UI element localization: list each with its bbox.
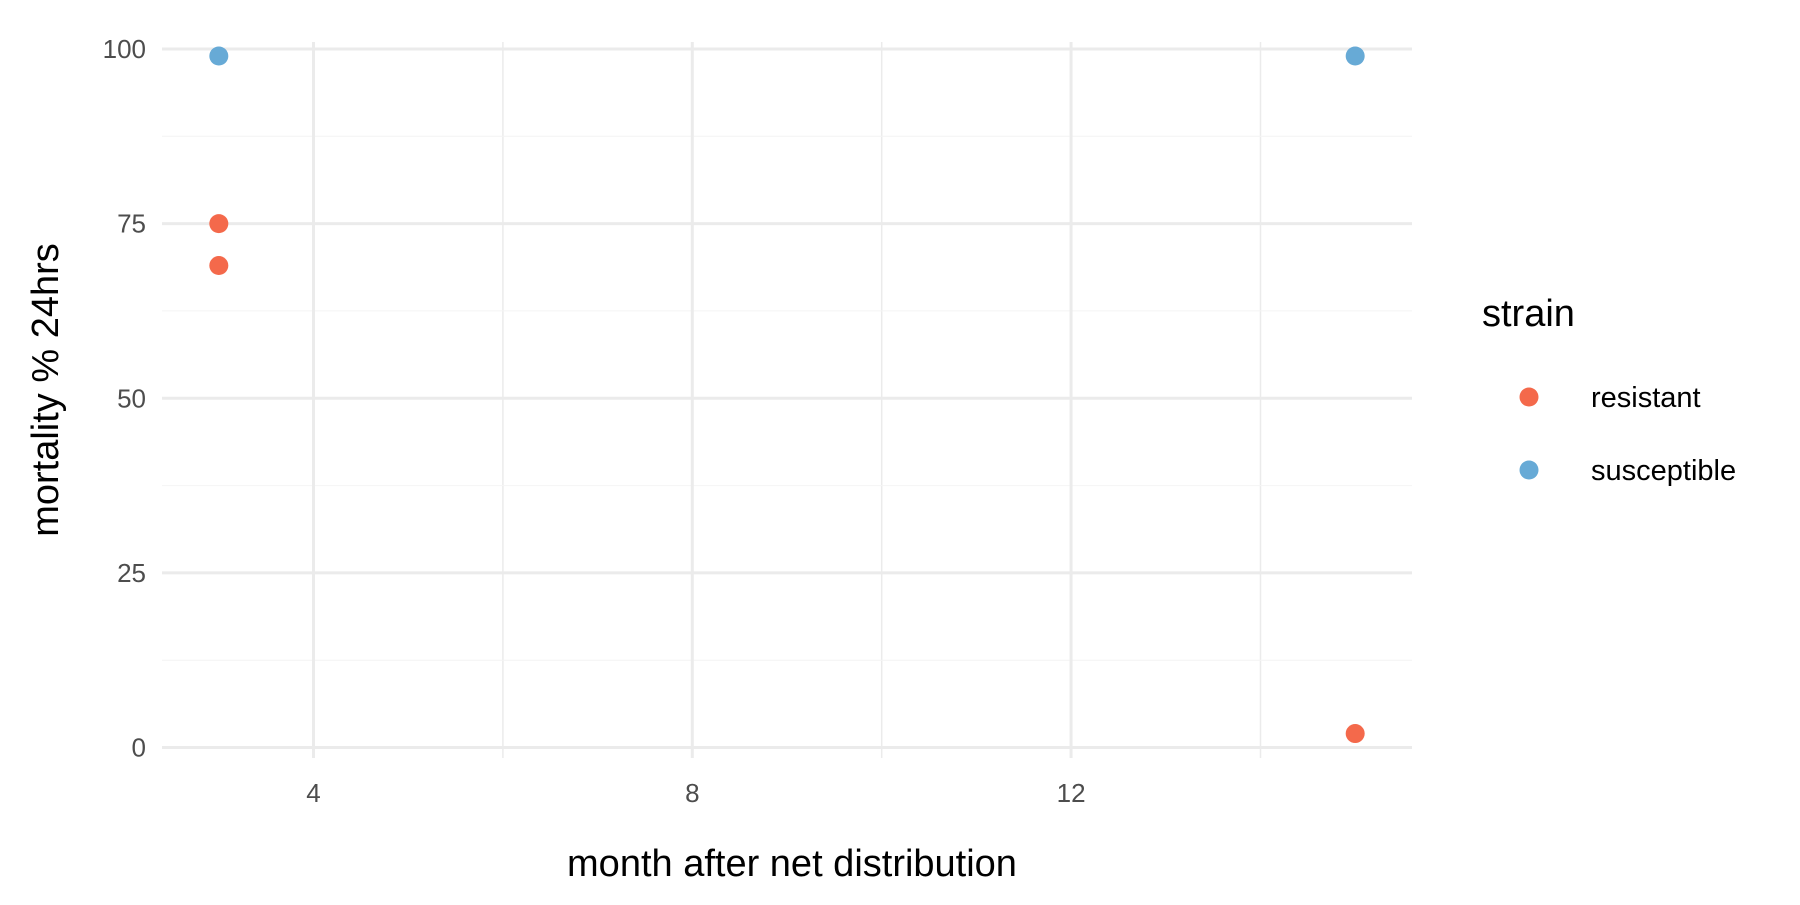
- x-tick-label: 8: [685, 778, 699, 808]
- x-axis-title: month after net distribution: [567, 843, 1017, 885]
- y-tick-label: 100: [103, 34, 146, 64]
- legend-key-susceptible: [1519, 460, 1539, 480]
- legend-label-susceptible: susceptible: [1591, 455, 1736, 487]
- x-tick-label: 4: [306, 778, 320, 808]
- y-tick-label: 0: [132, 733, 146, 763]
- legend-key-resistant: [1519, 387, 1539, 407]
- data-point-susceptible: [209, 46, 229, 66]
- y-tick-label: 50: [117, 383, 146, 413]
- data-point-resistant: [209, 214, 229, 234]
- x-tick-label: 12: [1057, 778, 1086, 808]
- legend-title: strain: [1482, 293, 1575, 335]
- data-point-resistant: [1345, 724, 1365, 744]
- y-axis-title: mortality % 24hrs: [25, 243, 67, 537]
- ticks-layer: 4 8 12 0 25 50 75 100: [103, 34, 1086, 808]
- points-layer: [209, 46, 1365, 744]
- legend: strain resistant susceptible: [1482, 293, 1736, 487]
- legend-label-resistant: resistant: [1591, 382, 1701, 414]
- y-tick-label: 75: [117, 209, 146, 239]
- data-point-resistant: [209, 256, 229, 276]
- data-point-susceptible: [1345, 46, 1365, 66]
- y-tick-label: 25: [117, 558, 146, 588]
- grid-layer: [162, 42, 1412, 758]
- legend-items: resistant susceptible: [1519, 382, 1736, 487]
